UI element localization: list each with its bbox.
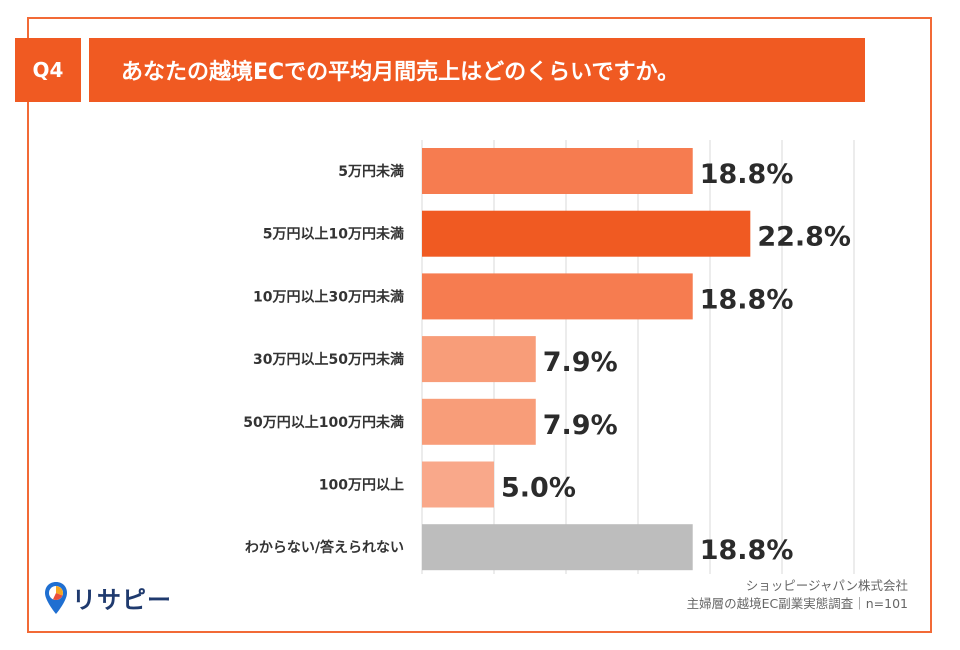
value-label: 22.8% (757, 222, 851, 253)
category-label: 100万円以上 (319, 478, 404, 494)
category-label: 30万円以上50万円未満 (253, 351, 404, 368)
bar (422, 398, 536, 445)
chart-frame (27, 17, 932, 633)
value-label: 18.8% (700, 535, 794, 566)
value-label: 18.8% (700, 159, 794, 190)
bar (422, 524, 693, 571)
category-label: 5万円未満 (338, 163, 404, 180)
bar (422, 273, 693, 320)
bar (422, 210, 751, 257)
category-label: 50万円以上100万円未満 (243, 414, 404, 431)
category-label: わからない/答えられない (245, 539, 404, 556)
bars (422, 148, 751, 571)
bar (422, 461, 494, 508)
question-number-badge: Q4 (15, 38, 81, 102)
logo-text: リサピー (72, 586, 172, 614)
category-label: 5万円以上10万円未満 (263, 226, 404, 243)
value-label: 18.8% (700, 284, 794, 315)
question-title: あなたの越境ECでの平均月間売上はどのくらいですか。 (89, 38, 865, 102)
source-line-survey: 主婦層の越境EC副業実態調査｜n=101 (686, 596, 908, 611)
value-label: 7.9% (543, 410, 618, 441)
source-line-company: ショッピージャパン株式会社 (745, 578, 908, 593)
labels: 5万円未満 18.8% 5万円以上10万円未満 22.8% 10万円以上30万円未満 18… (243, 159, 851, 566)
risapy-logo: リサピー (44, 580, 172, 615)
value-label: 7.9% (543, 347, 618, 378)
category-label: 10万円以上30万円未満 (253, 288, 404, 305)
pin-pie-icon (45, 581, 67, 614)
bar (422, 148, 693, 194)
bar (422, 336, 536, 383)
value-label: 5.0% (501, 473, 576, 504)
source-note: ショッピージャパン株式会社 主婦層の越境EC副業実態調査｜n=101 (687, 577, 908, 613)
